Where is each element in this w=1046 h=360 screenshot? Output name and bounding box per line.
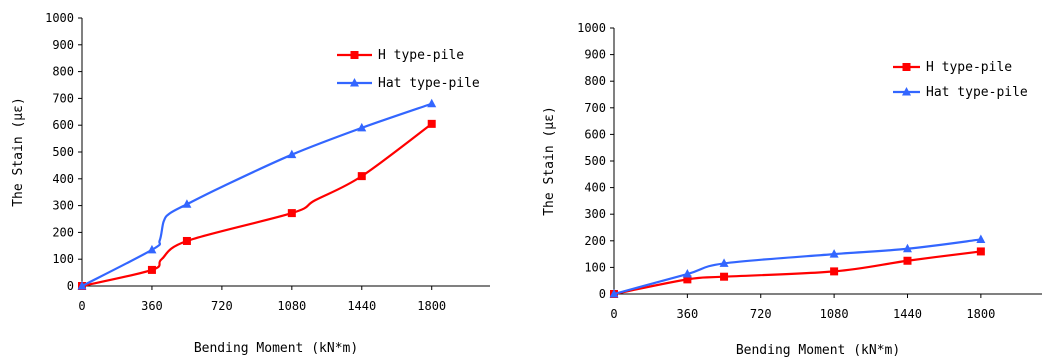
data-point-square xyxy=(976,247,985,256)
data-point-triangle xyxy=(287,149,297,159)
x-tick-label: 1800 xyxy=(417,299,446,313)
x-axis-title: Bending Moment (kN*m) xyxy=(194,341,358,356)
legend-marker-square xyxy=(350,51,359,59)
chart-left: 0 100 200 300 400 500 600 700 800 900 1000 0 360 720 1… xyxy=(11,11,490,356)
y-tick-label: 0 xyxy=(67,279,74,293)
series-line-hat-type-pile xyxy=(613,238,981,296)
x-axis-title: Bending Moment (kN*m) xyxy=(736,343,900,358)
series-line-hat-type-pile xyxy=(81,102,433,287)
y-tick-label: 600 xyxy=(52,118,74,132)
y-tick-label: 1000 xyxy=(577,21,606,35)
y-tick-label: 900 xyxy=(584,48,606,62)
data-point-square xyxy=(720,272,729,281)
data-point-square xyxy=(357,172,366,181)
data-point-triangle xyxy=(182,199,192,208)
x-tick-label: 0 xyxy=(78,299,85,313)
data-point-triangle xyxy=(829,249,839,258)
y-tick-label: 300 xyxy=(52,199,74,213)
legend-label: H type-pile xyxy=(378,48,464,63)
y-tick-label: 900 xyxy=(52,38,74,52)
x-tick-label: 720 xyxy=(750,307,772,321)
x-tick-label: 720 xyxy=(211,299,233,313)
y-tick-label: 200 xyxy=(52,225,74,239)
y-tick-label: 800 xyxy=(52,65,74,79)
x-tick-label: 1800 xyxy=(966,307,995,321)
chart-right: 0 100 200 300 400 500 600 700 800 900 1000 0 360 720 1… xyxy=(542,21,1042,358)
series-line-h-type-pile xyxy=(81,122,433,288)
y-tick-label: 400 xyxy=(584,181,606,195)
data-point-square xyxy=(830,267,839,276)
data-point-triangle xyxy=(902,243,912,253)
series-line-h-type-pile xyxy=(613,250,981,296)
data-point-triangle xyxy=(147,244,157,254)
data-point-triangle xyxy=(357,122,367,132)
y-tick-label: 500 xyxy=(52,145,74,159)
x-tick-label: 1080 xyxy=(277,299,306,313)
y-tick-label: 100 xyxy=(52,252,74,266)
y-tick-label: 700 xyxy=(584,101,606,115)
x-tick-label: 1440 xyxy=(347,299,376,313)
data-point-triangle xyxy=(427,98,437,108)
y-tick-label: 1000 xyxy=(45,11,74,25)
y-tick-label: 800 xyxy=(584,74,606,88)
legend-marker-square xyxy=(902,63,911,71)
x-tick-label: 1440 xyxy=(893,307,922,321)
y-tick-label: 500 xyxy=(584,154,606,168)
legend-label: Hat type-pile xyxy=(378,76,480,91)
y-tick-label: 200 xyxy=(584,234,606,248)
y-tick-label: 0 xyxy=(599,287,606,301)
y-tick-label: 100 xyxy=(584,260,606,274)
data-point-triangle xyxy=(976,234,986,243)
data-point-square xyxy=(683,275,692,284)
y-axis-title: The Stain (με) xyxy=(542,106,557,216)
data-point-square xyxy=(287,209,296,218)
y-tick-label: 700 xyxy=(52,91,74,105)
data-point-square xyxy=(182,236,191,245)
data-point-triangle xyxy=(77,281,87,290)
x-tick-label: 360 xyxy=(677,307,699,321)
y-tick-label: 400 xyxy=(52,172,74,186)
legend-label: H type-pile xyxy=(926,60,1012,75)
legend-marker-triangle xyxy=(350,78,359,87)
y-tick-label: 300 xyxy=(584,207,606,221)
x-tick-label: 1080 xyxy=(820,307,849,321)
data-point-square xyxy=(903,256,912,265)
x-tick-label: 0 xyxy=(610,307,617,321)
y-axis-title: The Stain (με) xyxy=(11,97,26,207)
data-point-triangle xyxy=(719,258,729,267)
legend-label: Hat type-pile xyxy=(926,85,1028,100)
data-point-square xyxy=(147,265,156,274)
x-tick-label: 360 xyxy=(141,299,163,313)
y-tick-label: 600 xyxy=(584,127,606,141)
legend-marker-triangle xyxy=(902,87,911,96)
data-point-triangle xyxy=(609,289,619,298)
data-point-square xyxy=(427,119,436,128)
data-point-triangle xyxy=(682,269,692,278)
